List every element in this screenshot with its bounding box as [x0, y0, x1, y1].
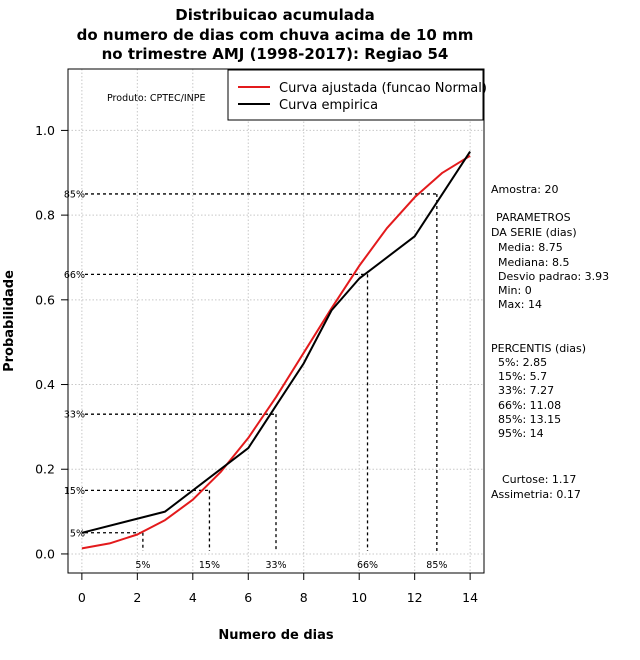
- percentis-title: PERCENTIS (dias): [491, 342, 586, 355]
- params-title-2: DA SERIE (dias): [491, 226, 577, 239]
- assimetria: Assimetria: 0.17: [491, 488, 581, 501]
- legend-box: [227, 69, 484, 121]
- x-axis: 0 2 4 6 8 10 12 14: [78, 572, 478, 605]
- x-tick-label: 10: [351, 590, 367, 605]
- series-lines: [81, 151, 471, 550]
- x-tick-label: 6: [244, 590, 252, 605]
- percentile-y-label: 5%: [70, 528, 85, 539]
- y-tick-label: 0.2: [35, 462, 55, 477]
- x-tick-label: 8: [300, 590, 308, 605]
- x-tick-label: 4: [189, 590, 197, 605]
- side-panel: Amostra: 20 PARAMETROS DA SERIE (dias) M…: [491, 183, 609, 501]
- title-line-1: Distribuicao acumulada: [175, 6, 374, 24]
- x-tick-label: 12: [407, 590, 423, 605]
- x-tick-label: 14: [462, 590, 478, 605]
- title-line-3: no trimestre AMJ (1998-2017): Regiao 54: [102, 45, 449, 63]
- x-axis-title: Numero de dias: [218, 628, 334, 643]
- param-min: Min: 0: [498, 284, 532, 297]
- param-max: Max: 14: [498, 298, 542, 311]
- param-media: Media: 8.75: [498, 241, 563, 254]
- percentile-x-label: 15%: [199, 560, 220, 571]
- plot-frame: [67, 68, 485, 574]
- fitted-normal-curve: [81, 154, 471, 550]
- percentil-66: 66%: 11.08: [498, 399, 561, 412]
- chart-title: Distribuicao acumulada do numero de dias…: [77, 6, 474, 63]
- percentile-x-label: 5%: [135, 560, 150, 571]
- legend: Curva ajustada (funcao Normal) Curva emp…: [227, 69, 487, 121]
- percentile-guides: 5% 5% 15% 15% 33% 33% 66% 66% 85% 85%: [64, 189, 448, 571]
- legend-label-fitted: Curva ajustada (funcao Normal): [279, 81, 487, 96]
- params-title-1: PARAMETROS: [496, 211, 571, 224]
- x-tick-label: 2: [133, 590, 141, 605]
- param-mediana: Mediana: 8.5: [498, 256, 569, 269]
- y-tick-label: 0.0: [35, 546, 55, 561]
- percentil-33: 33%: 7.27: [498, 384, 554, 397]
- percentile-x-label: 66%: [357, 560, 378, 571]
- y-tick-label: 0.4: [35, 377, 55, 392]
- percentil-85: 85%: 13.15: [498, 413, 561, 426]
- percentil-95: 95%: 14: [498, 427, 544, 440]
- percentile-y-label: 33%: [64, 410, 85, 421]
- param-desvio: Desvio padrao: 3.93: [498, 270, 609, 283]
- empirical-curve: [81, 151, 471, 534]
- credit-text: Produto: CPTEC/INPE: [107, 93, 206, 104]
- percentile-x-label: 33%: [265, 560, 286, 571]
- x-tick-label: 0: [78, 590, 86, 605]
- percentil-5: 5%: 2.85: [498, 356, 547, 369]
- y-tick-label: 0.8: [35, 208, 55, 223]
- percentile-y-label: 85%: [64, 189, 85, 200]
- y-axis-title: Probabilidade: [2, 270, 17, 372]
- curtose: Curtose: 1.17: [502, 473, 576, 486]
- y-axis: 0.0 0.2 0.4 0.6 0.8 1.0: [35, 123, 69, 561]
- percentile-y-label: 15%: [64, 486, 85, 497]
- percentil-15: 15%: 5.7: [498, 370, 547, 383]
- percentile-x-label: 85%: [426, 560, 447, 571]
- title-line-2: do numero de dias com chuva acima de 10 …: [77, 26, 474, 44]
- grid: [68, 69, 484, 573]
- y-tick-label: 1.0: [35, 123, 55, 138]
- percentile-y-label: 66%: [64, 270, 85, 281]
- legend-label-empirical: Curva empirica: [279, 98, 378, 113]
- sample-size: Amostra: 20: [491, 183, 558, 196]
- y-tick-label: 0.6: [35, 292, 55, 307]
